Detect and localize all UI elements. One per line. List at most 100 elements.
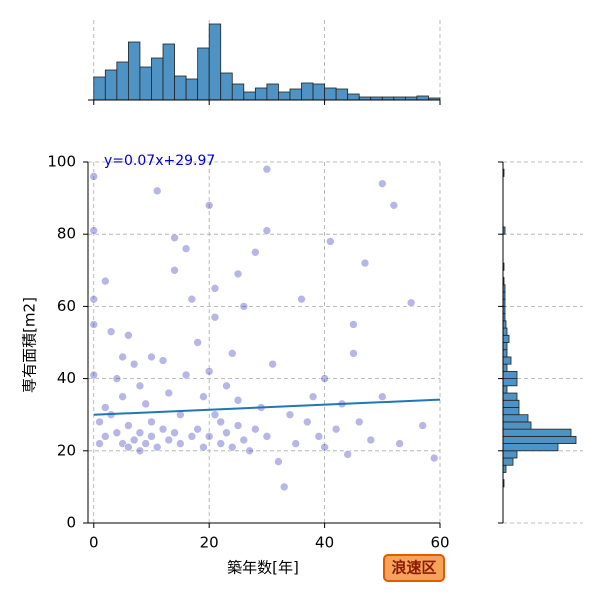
point (193, 338, 202, 347)
point (124, 330, 133, 340)
x-tick-label: 60 (430, 534, 449, 552)
point (193, 424, 202, 434)
point (349, 349, 358, 358)
point (170, 265, 179, 275)
point (147, 432, 156, 441)
point (262, 432, 272, 441)
y-tick-label: 20 (57, 441, 76, 459)
point (210, 284, 220, 293)
point (227, 442, 237, 452)
histogram-bar (162, 43, 175, 101)
point (245, 446, 254, 456)
annotation: y=0.07x+29.97 (104, 153, 215, 169)
point (222, 428, 231, 438)
point (366, 435, 376, 445)
histogram-bar (502, 363, 508, 372)
point (210, 410, 220, 420)
point (118, 352, 127, 362)
histogram-bar (502, 457, 514, 466)
point (227, 349, 237, 358)
histogram-bar (335, 88, 349, 101)
point (164, 388, 174, 398)
histogram-bar (502, 378, 518, 387)
point (314, 432, 324, 441)
point (187, 294, 197, 304)
point (199, 392, 208, 401)
point (406, 298, 416, 308)
histogram-bar (312, 83, 325, 101)
point (176, 439, 185, 448)
histogram-bar (197, 47, 210, 101)
point (187, 432, 197, 441)
regression-line (93, 398, 441, 416)
point (141, 399, 151, 409)
histogram-bar (301, 82, 314, 101)
point (389, 201, 399, 210)
point (251, 247, 260, 257)
y-tick-label: 60 (57, 297, 76, 315)
point (204, 367, 214, 376)
histogram-bar (151, 57, 164, 101)
histogram-bar (502, 399, 520, 408)
point (354, 417, 364, 427)
point (239, 435, 249, 445)
histogram-bar (502, 370, 518, 380)
point (297, 294, 306, 304)
point (395, 439, 404, 448)
point (377, 392, 387, 401)
x-tick-label: 40 (315, 534, 334, 552)
point (152, 186, 162, 196)
point (233, 421, 243, 430)
point (129, 359, 139, 369)
point (89, 320, 99, 329)
point (95, 439, 104, 448)
histogram-bar (502, 435, 577, 444)
histogram-bar (502, 414, 529, 423)
y-axis-label: 専有面積[m2] (21, 297, 39, 393)
point (135, 428, 145, 438)
point (210, 312, 220, 322)
histogram-bar (502, 407, 520, 416)
point (216, 417, 226, 427)
point (181, 370, 191, 380)
histogram-bar (347, 93, 360, 101)
y-tick-label: 40 (57, 369, 76, 387)
histogram-bar (502, 443, 559, 452)
point (331, 424, 341, 434)
point (216, 439, 226, 448)
x-tick-label: 20 (200, 534, 219, 552)
point (89, 172, 99, 181)
histogram-bar (502, 342, 508, 351)
point (285, 410, 295, 420)
histogram-bar (502, 428, 572, 437)
point (262, 226, 272, 235)
histogram-bar (502, 327, 508, 336)
point (89, 294, 99, 304)
point (158, 424, 168, 434)
point (152, 442, 162, 452)
histogram-bar (502, 334, 510, 343)
point (95, 417, 104, 427)
histogram-bar (502, 421, 532, 430)
point (429, 453, 439, 463)
point (326, 237, 335, 246)
point (170, 428, 179, 438)
point (320, 374, 329, 383)
point (101, 276, 110, 286)
point (268, 359, 277, 369)
y-tick-label: 100 (47, 153, 76, 171)
point (199, 442, 208, 452)
histogram-bar (502, 392, 518, 401)
histogram-bar (416, 95, 429, 101)
point (251, 424, 260, 434)
point (360, 258, 370, 268)
histogram-bar (139, 66, 152, 101)
x-tick-label: 0 (89, 534, 99, 552)
badge-box (383, 554, 445, 582)
histogram-bar (185, 78, 199, 101)
x-axis-label: 築年数[年] (227, 559, 299, 577)
point (124, 442, 133, 452)
point (349, 320, 358, 329)
point (204, 432, 214, 441)
